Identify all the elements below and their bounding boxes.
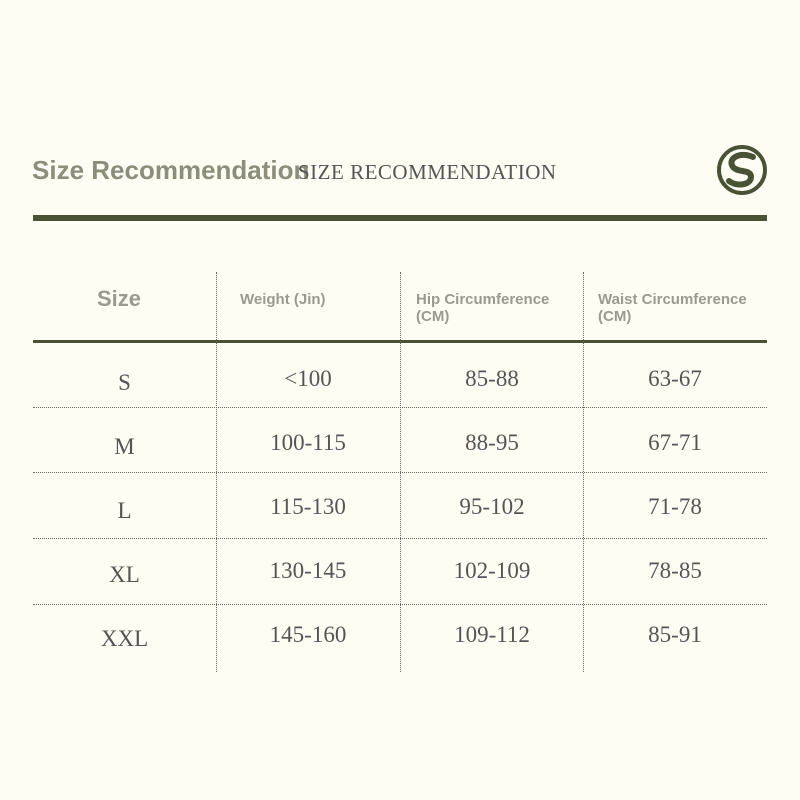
- table-cell: 63-67: [648, 366, 702, 391]
- logo: [717, 145, 767, 195]
- table-cell: <100: [284, 366, 332, 391]
- table-cell: XL: [109, 562, 140, 587]
- row-divider: [33, 538, 767, 539]
- table-cell: 78-85: [648, 558, 702, 583]
- table-cell: L: [117, 498, 132, 523]
- table-cell: 71-78: [648, 494, 702, 519]
- divider: [33, 215, 767, 221]
- table-cell: XXL: [100, 626, 149, 651]
- table-cell: 95-102: [459, 494, 525, 519]
- table-cell: 88-95: [465, 430, 519, 455]
- table-cell: M: [114, 434, 135, 459]
- row-divider: [33, 407, 767, 408]
- row-divider: [33, 604, 767, 605]
- column-header: Size: [97, 286, 142, 311]
- table-cell: 67-71: [648, 430, 702, 455]
- table-cell: 102-109: [453, 558, 531, 583]
- table-cell: 85-91: [648, 622, 702, 647]
- table-cell: 115-130: [270, 494, 346, 519]
- table-cell: 85-88: [465, 366, 519, 391]
- column-header: Weight (Jin): [240, 291, 326, 308]
- table-cell: 100-115: [270, 430, 346, 455]
- title: Size Recommendation: [32, 155, 310, 185]
- table-cell: 145-160: [269, 622, 347, 647]
- table-cell: 109-112: [454, 622, 530, 647]
- subtitle: SIZE RECOMMENDATION: [298, 160, 557, 184]
- table-cell: 130-145: [269, 558, 347, 583]
- row-divider: [33, 472, 767, 473]
- column-header: Waist Circumference (CM): [598, 291, 747, 325]
- column-header: Hip Circumference (CM): [416, 291, 550, 325]
- table-cell: S: [118, 370, 131, 395]
